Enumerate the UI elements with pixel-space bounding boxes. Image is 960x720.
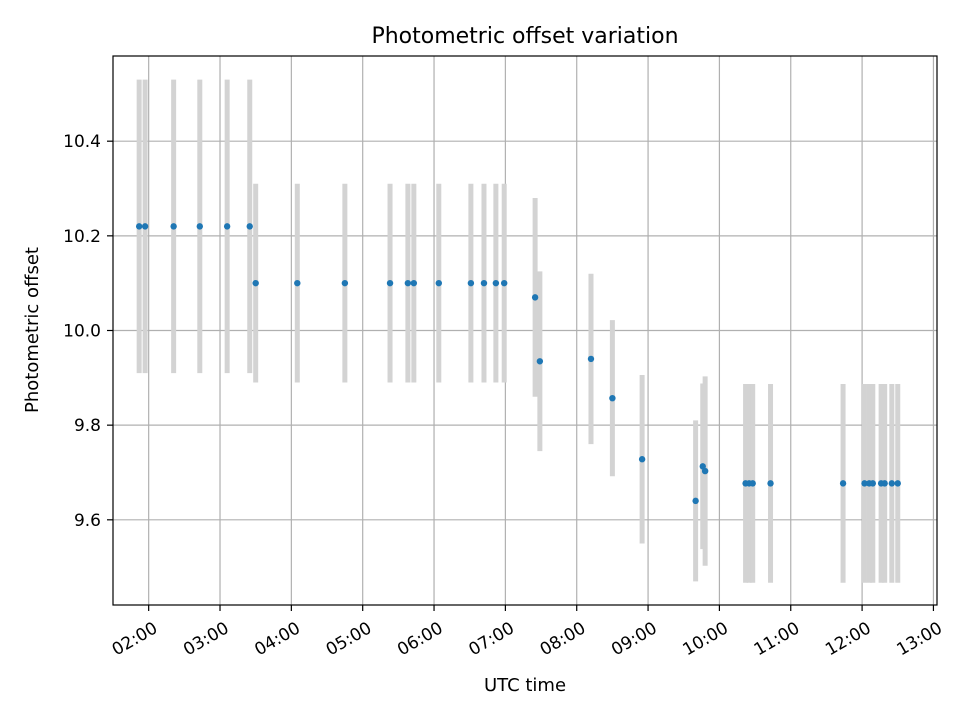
data-point	[699, 463, 706, 470]
data-point	[638, 456, 646, 463]
y-axis-label: Photometric offset	[22, 247, 43, 413]
data-point	[410, 279, 418, 287]
chart-title: Photometric offset variation	[371, 24, 678, 49]
data-point	[467, 279, 475, 287]
data-point	[492, 279, 500, 287]
data-point	[881, 480, 888, 487]
data-point	[141, 223, 149, 230]
data-point	[861, 480, 868, 487]
data-point	[386, 279, 394, 287]
data-point	[196, 223, 203, 230]
data-point	[480, 279, 488, 287]
data-point	[839, 480, 847, 487]
data-point	[767, 480, 774, 487]
data-point	[341, 279, 349, 287]
data-point	[888, 480, 896, 487]
data-point	[294, 279, 301, 287]
x-axis-label: UTC time	[484, 675, 566, 696]
y-tick-label: 9.8	[74, 416, 101, 436]
data-points	[135, 223, 901, 505]
grid	[113, 56, 937, 605]
y-tick-label: 10.4	[63, 132, 101, 152]
data-point	[536, 358, 544, 365]
data-point	[587, 355, 595, 363]
data-point	[609, 394, 616, 402]
y-tick-label: 10.2	[63, 227, 101, 247]
y-tick-label: 10.0	[63, 322, 101, 342]
data-point	[435, 279, 442, 287]
data-point	[170, 223, 177, 230]
data-point	[223, 223, 231, 230]
data-point	[135, 223, 143, 230]
data-point	[894, 480, 901, 487]
data-point	[869, 480, 876, 487]
data-point	[246, 223, 253, 230]
data-point	[404, 279, 412, 287]
data-point	[701, 467, 709, 475]
y-axis: 9.6 9.8 10.0 10.2 10.4	[63, 132, 113, 531]
data-point	[500, 279, 508, 287]
data-point	[531, 294, 539, 301]
y-tick-label: 9.6	[74, 511, 101, 531]
data-point	[692, 497, 699, 505]
data-point	[749, 480, 756, 487]
data-point	[252, 279, 259, 287]
